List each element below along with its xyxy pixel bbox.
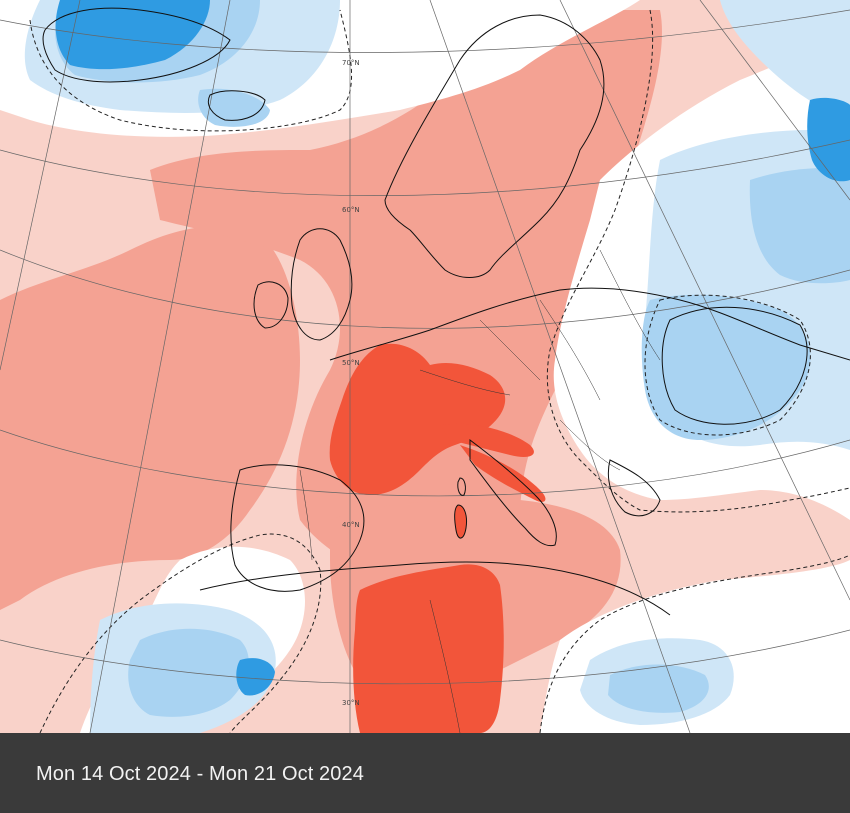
contour-arctic: [29, 9, 352, 132]
coast-black-sea: [661, 306, 808, 425]
lat-label-50: 50°N: [342, 359, 360, 367]
date-range-caption: Mon 14 Oct 2024 - Mon 21 Oct 2024: [36, 763, 364, 785]
lat-40: [0, 429, 850, 497]
border-5: [559, 419, 621, 471]
coastlines: [42, 7, 850, 616]
warm-strong-italy: [460, 445, 546, 502]
cool-medium-iceland: [198, 88, 270, 127]
cool-strong-greenland: [55, 0, 211, 70]
coast-north-africa: [199, 561, 671, 616]
warm-medium-west-africa: [0, 440, 33, 610]
caption-bar: Mon 14 Oct 2024 - Mon 21 Oct 2024: [0, 733, 850, 813]
lat-60: [0, 139, 850, 196]
contour-africa-east: [539, 554, 850, 733]
cool-medium-egypt: [608, 664, 709, 713]
warm-medium-north-sea: [150, 10, 662, 580]
lat-label-60: 60°N: [342, 206, 360, 214]
coast-greece: [607, 459, 661, 517]
contour-east: [546, 9, 850, 513]
cool-medium-russia-north: [749, 168, 850, 284]
meridian-4: [429, 0, 691, 733]
lat-label-40: 40°N: [342, 521, 360, 529]
coast-british-isles: [290, 228, 353, 341]
coast-continent: [329, 287, 850, 361]
cool-light-scandinavia-far-east: [720, 0, 850, 120]
graticule: [0, 0, 850, 733]
warm-strong-sahara: [353, 564, 504, 733]
cool-strong-areas: [55, 0, 850, 696]
zero-contours: [29, 9, 850, 733]
lat-50: [0, 249, 850, 329]
cool-strong-morocco: [236, 658, 275, 696]
coast-ireland: [253, 281, 289, 329]
lat-70: [0, 9, 850, 53]
coast-iceland: [207, 90, 266, 121]
coast-iberia: [230, 464, 365, 592]
border-6: [429, 599, 461, 733]
border-3: [539, 299, 601, 401]
border-2: [479, 319, 541, 381]
border-4: [599, 249, 661, 361]
borders: [299, 249, 661, 733]
warm-strong-sardinia: [454, 505, 467, 539]
meridian-1: [0, 0, 81, 371]
coast-greenland: [42, 7, 231, 83]
meridian-2: [89, 0, 231, 733]
meridian-6: [699, 0, 850, 201]
coast-scandinavia: [384, 14, 605, 278]
coast-sardinia: [454, 504, 467, 539]
cool-strong-russia-east: [807, 97, 850, 182]
coast-italy: [469, 438, 557, 547]
warm-strong-alps: [440, 423, 534, 457]
anomaly-map: 70°N 60°N 50°N 40°N 30°N: [0, 0, 850, 733]
meridian-5: [559, 0, 850, 601]
warm-strong-areas: [329, 343, 546, 733]
cool-medium-black-sea: [641, 294, 811, 440]
border-1: [419, 369, 511, 396]
contour-black-sea: [644, 294, 811, 436]
warm-strong-france: [329, 343, 506, 495]
lat-label-70: 70°N: [342, 59, 360, 67]
coast-corsica: [457, 477, 466, 496]
border-7: [299, 469, 313, 561]
lat-30: [0, 629, 850, 685]
lat-label-30: 30°N: [342, 699, 360, 707]
contour-iberia: [39, 533, 322, 733]
